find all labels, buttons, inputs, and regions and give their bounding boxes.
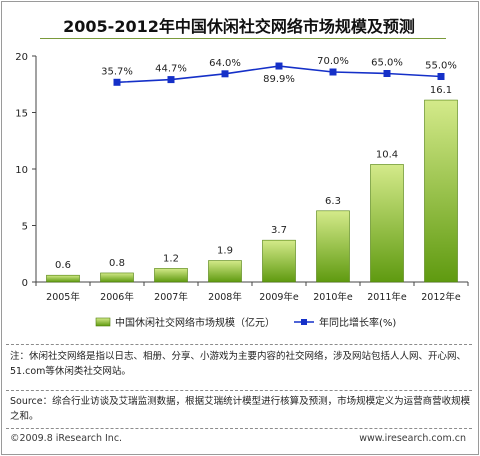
- bar-value-label: 0.8: [109, 258, 125, 269]
- x-tick-label: 2011年e: [367, 291, 407, 303]
- x-tick-label: 2008年: [208, 291, 242, 303]
- y-tick-label: 5: [22, 222, 28, 233]
- bar: [154, 268, 188, 283]
- growth-rate-label: 44.7%: [155, 64, 187, 75]
- bar: [100, 272, 134, 283]
- legend-line-label: 年同比增长率(%): [319, 316, 396, 329]
- footer-divider: [6, 428, 472, 429]
- bar-value-label: 10.4: [376, 149, 398, 160]
- bar: [424, 99, 458, 283]
- growth-rate-label: 89.9%: [263, 74, 295, 85]
- bar-value-label: 1.2: [163, 253, 179, 264]
- x-tick-label: 2012年e: [421, 291, 461, 303]
- chart-title: 2005-2012年中国休闲社交网络市场规模及预测: [63, 17, 415, 36]
- bar-value-label: 16.1: [430, 85, 452, 96]
- growth-rate-label: 35.7%: [101, 66, 133, 77]
- x-tick-label: 2005年: [46, 291, 80, 303]
- note-divider: [6, 344, 472, 345]
- growth-rate-marker: [383, 70, 391, 77]
- bar: [46, 274, 80, 283]
- x-tick-label: 2009年e: [259, 291, 299, 303]
- bar-value-label: 6.3: [325, 196, 341, 207]
- legend-bar-swatch: [95, 317, 111, 327]
- note-text: 注：休闲社交网络是指以日志、相册、分享、小游戏为主要内容的社交网络，涉及网站包括…: [10, 351, 467, 377]
- y-tick-label: 20: [15, 52, 28, 63]
- y-tick-label: 10: [15, 165, 28, 176]
- x-tick-label: 2010年e: [313, 291, 353, 303]
- bar: [370, 164, 404, 283]
- y-tick-label: 15: [15, 109, 28, 120]
- copyright-text: ©2009.8 iResearch Inc.: [10, 433, 123, 444]
- growth-rate-marker: [113, 78, 121, 86]
- source-text: Source：综合行业访谈及艾瑞监测数据，根据艾瑞统计模型进行核算及预测，市场规…: [10, 396, 471, 422]
- legend-bar-label: 中国休闲社交网络市场规模（亿元）: [115, 316, 275, 329]
- x-tick-label: 2007年: [154, 291, 188, 303]
- growth-rate-marker: [167, 76, 175, 84]
- source-divider: [6, 390, 472, 391]
- y-tick-label: 0: [22, 278, 28, 289]
- growth-rate-marker: [275, 62, 283, 70]
- legend-line-marker: [301, 319, 307, 325]
- title-underline: [40, 38, 446, 39]
- growth-rate-label: 65.0%: [371, 58, 403, 69]
- bar: [208, 260, 242, 283]
- growth-rate-label: 64.0%: [209, 58, 241, 69]
- bar: [262, 239, 296, 283]
- growth-rate-marker: [221, 70, 229, 78]
- growth-rate-marker: [329, 68, 337, 76]
- growth-rate-marker: [437, 73, 445, 80]
- x-tick-label: 2006年: [100, 291, 134, 303]
- website-link[interactable]: www.iresearch.com.cn: [359, 433, 466, 444]
- bar-value-label: 1.9: [217, 246, 233, 257]
- bar-value-label: 3.7: [271, 225, 287, 236]
- bar-value-label: 0.6: [55, 260, 71, 271]
- growth-rate-label: 70.0%: [317, 56, 349, 67]
- growth-rate-label: 55.0%: [425, 61, 457, 72]
- bar: [316, 210, 350, 283]
